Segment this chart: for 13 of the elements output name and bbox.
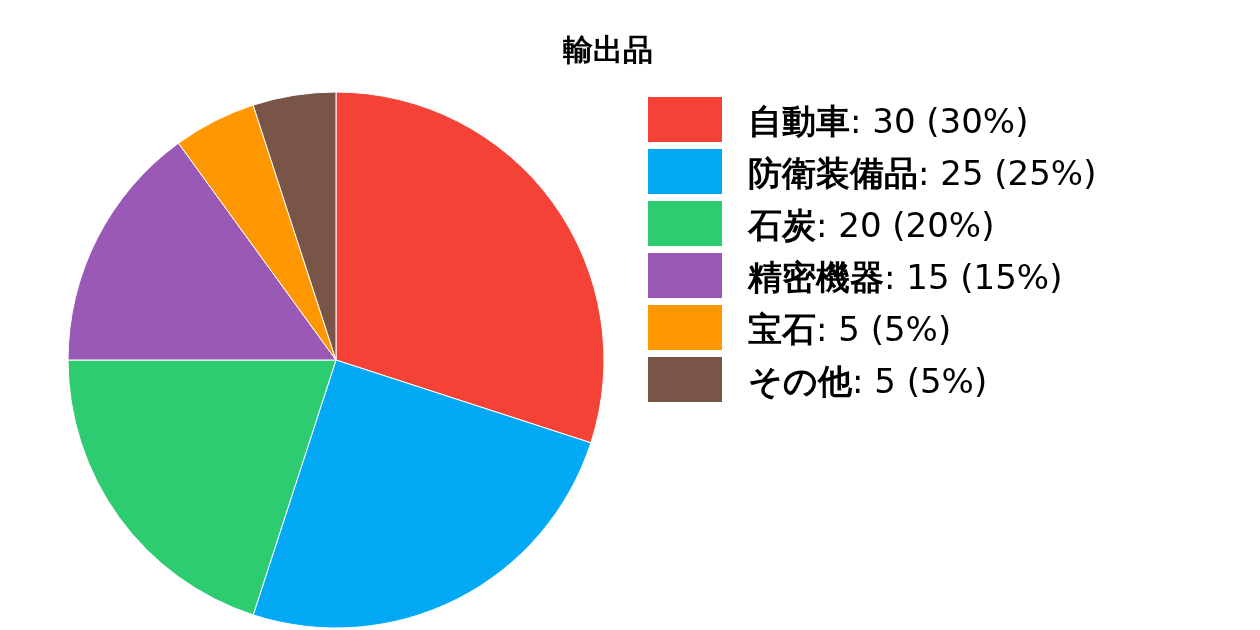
legend-label: その他 bbox=[748, 361, 853, 401]
legend-label: 自動車 bbox=[748, 101, 850, 141]
legend-label: 宝石 bbox=[748, 309, 816, 349]
chart-title: 輸出品 bbox=[562, 32, 653, 67]
data-label: : 25 (25%) bbox=[918, 153, 1097, 193]
data-label: : 20 (20%) bbox=[816, 205, 995, 245]
data-label: : 5 (5%) bbox=[852, 361, 988, 401]
legend-label: 防衛装備品 bbox=[748, 153, 918, 193]
data-label: : 5 (5%) bbox=[816, 309, 952, 349]
data-label: : 15 (15%) bbox=[884, 257, 1063, 297]
legend-label: 石炭 bbox=[747, 205, 816, 245]
legend-label: 精密機器 bbox=[747, 257, 884, 297]
data-label: : 30 (30%) bbox=[850, 101, 1029, 141]
